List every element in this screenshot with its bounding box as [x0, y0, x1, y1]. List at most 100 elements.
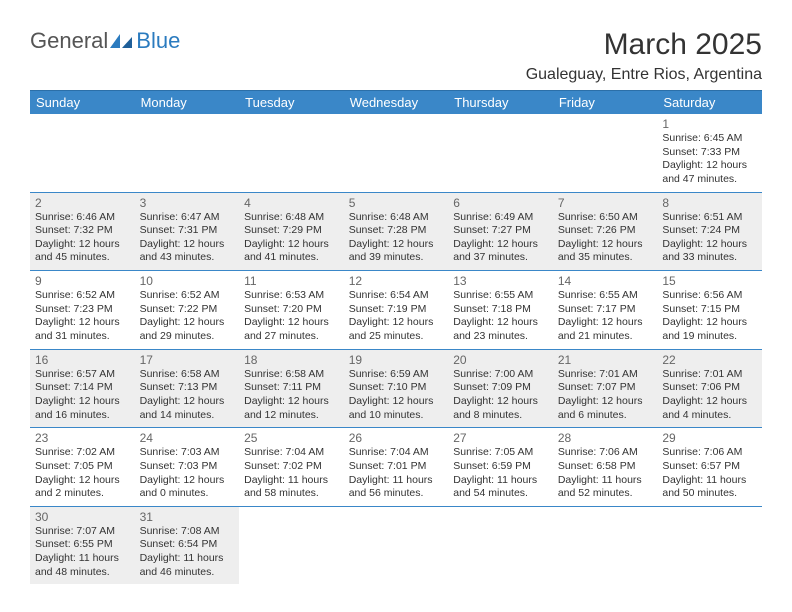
calendar-row: 16Sunrise: 6:57 AMSunset: 7:14 PMDayligh… — [30, 349, 762, 428]
sunrise-text: Sunrise: 6:52 AM — [140, 289, 235, 303]
daylight-text-1: Daylight: 12 hours — [35, 474, 130, 488]
calendar-cell: 11Sunrise: 6:53 AMSunset: 7:20 PMDayligh… — [239, 271, 344, 350]
daylight-text-2: and 14 minutes. — [140, 409, 235, 423]
daylight-text-2: and 25 minutes. — [349, 330, 444, 344]
calendar-cell: 31Sunrise: 7:08 AMSunset: 6:54 PMDayligh… — [135, 506, 240, 584]
sunset-text: Sunset: 7:01 PM — [349, 460, 444, 474]
daylight-text-1: Daylight: 12 hours — [244, 316, 339, 330]
sunset-text: Sunset: 7:31 PM — [140, 224, 235, 238]
sunset-text: Sunset: 7:27 PM — [453, 224, 548, 238]
sunrise-text: Sunrise: 6:57 AM — [35, 368, 130, 382]
sunset-text: Sunset: 6:59 PM — [453, 460, 548, 474]
day-info: Sunrise: 7:07 AMSunset: 6:55 PMDaylight:… — [35, 525, 130, 580]
sunrise-text: Sunrise: 7:06 AM — [662, 446, 757, 460]
calendar-cell: 4Sunrise: 6:48 AMSunset: 7:29 PMDaylight… — [239, 192, 344, 271]
sunrise-text: Sunrise: 6:50 AM — [558, 211, 653, 225]
sunset-text: Sunset: 7:06 PM — [662, 381, 757, 395]
day-info: Sunrise: 7:08 AMSunset: 6:54 PMDaylight:… — [140, 525, 235, 580]
sunrise-text: Sunrise: 7:01 AM — [558, 368, 653, 382]
daylight-text-1: Daylight: 11 hours — [558, 474, 653, 488]
sunrise-text: Sunrise: 6:48 AM — [244, 211, 339, 225]
day-number: 17 — [140, 353, 235, 367]
calendar-cell: 16Sunrise: 6:57 AMSunset: 7:14 PMDayligh… — [30, 349, 135, 428]
calendar-cell — [239, 506, 344, 584]
sunset-text: Sunset: 6:57 PM — [662, 460, 757, 474]
daylight-text-1: Daylight: 12 hours — [35, 238, 130, 252]
sunrise-text: Sunrise: 6:51 AM — [662, 211, 757, 225]
daylight-text-1: Daylight: 12 hours — [558, 238, 653, 252]
daylight-text-1: Daylight: 12 hours — [244, 395, 339, 409]
sunset-text: Sunset: 7:14 PM — [35, 381, 130, 395]
day-number: 18 — [244, 353, 339, 367]
day-info: Sunrise: 7:06 AMSunset: 6:58 PMDaylight:… — [558, 446, 653, 501]
weekday-header: Monday — [135, 91, 240, 115]
calendar-cell: 29Sunrise: 7:06 AMSunset: 6:57 PMDayligh… — [657, 428, 762, 507]
calendar-cell: 1Sunrise: 6:45 AMSunset: 7:33 PMDaylight… — [657, 114, 762, 192]
calendar-row: 1Sunrise: 6:45 AMSunset: 7:33 PMDaylight… — [30, 114, 762, 192]
sunset-text: Sunset: 7:02 PM — [244, 460, 339, 474]
calendar-cell: 20Sunrise: 7:00 AMSunset: 7:09 PMDayligh… — [448, 349, 553, 428]
calendar-table: Sunday Monday Tuesday Wednesday Thursday… — [30, 90, 762, 584]
sunset-text: Sunset: 7:05 PM — [35, 460, 130, 474]
calendar-cell — [135, 114, 240, 192]
sunset-text: Sunset: 7:03 PM — [140, 460, 235, 474]
calendar-cell: 17Sunrise: 6:58 AMSunset: 7:13 PMDayligh… — [135, 349, 240, 428]
daylight-text-2: and 12 minutes. — [244, 409, 339, 423]
day-number: 21 — [558, 353, 653, 367]
day-number: 13 — [453, 274, 548, 288]
daylight-text-1: Daylight: 12 hours — [558, 395, 653, 409]
sunset-text: Sunset: 7:20 PM — [244, 303, 339, 317]
day-info: Sunrise: 6:55 AMSunset: 7:17 PMDaylight:… — [558, 289, 653, 344]
day-info: Sunrise: 6:47 AMSunset: 7:31 PMDaylight:… — [140, 211, 235, 266]
day-number: 20 — [453, 353, 548, 367]
calendar-cell: 22Sunrise: 7:01 AMSunset: 7:06 PMDayligh… — [657, 349, 762, 428]
daylight-text-1: Daylight: 12 hours — [453, 395, 548, 409]
daylight-text-1: Daylight: 11 hours — [35, 552, 130, 566]
day-number: 1 — [662, 117, 757, 131]
sunrise-text: Sunrise: 6:47 AM — [140, 211, 235, 225]
daylight-text-2: and 47 minutes. — [662, 173, 757, 187]
logo-text-general: General — [30, 28, 108, 54]
calendar-cell: 28Sunrise: 7:06 AMSunset: 6:58 PMDayligh… — [553, 428, 658, 507]
calendar-cell: 26Sunrise: 7:04 AMSunset: 7:01 PMDayligh… — [344, 428, 449, 507]
calendar-cell: 18Sunrise: 6:58 AMSunset: 7:11 PMDayligh… — [239, 349, 344, 428]
daylight-text-1: Daylight: 12 hours — [662, 159, 757, 173]
calendar-cell — [448, 506, 553, 584]
day-info: Sunrise: 6:52 AMSunset: 7:22 PMDaylight:… — [140, 289, 235, 344]
sunrise-text: Sunrise: 6:55 AM — [558, 289, 653, 303]
calendar-cell: 9Sunrise: 6:52 AMSunset: 7:23 PMDaylight… — [30, 271, 135, 350]
daylight-text-1: Daylight: 12 hours — [349, 316, 444, 330]
calendar-cell: 6Sunrise: 6:49 AMSunset: 7:27 PMDaylight… — [448, 192, 553, 271]
day-number: 19 — [349, 353, 444, 367]
daylight-text-1: Daylight: 12 hours — [558, 316, 653, 330]
sunset-text: Sunset: 6:54 PM — [140, 538, 235, 552]
day-info: Sunrise: 6:57 AMSunset: 7:14 PMDaylight:… — [35, 368, 130, 423]
sunset-text: Sunset: 7:18 PM — [453, 303, 548, 317]
weekday-row: Sunday Monday Tuesday Wednesday Thursday… — [30, 91, 762, 115]
sunset-text: Sunset: 7:26 PM — [558, 224, 653, 238]
month-title: March 2025 — [526, 28, 762, 62]
day-info: Sunrise: 6:54 AMSunset: 7:19 PMDaylight:… — [349, 289, 444, 344]
calendar-cell — [30, 114, 135, 192]
day-number: 12 — [349, 274, 444, 288]
daylight-text-2: and 6 minutes. — [558, 409, 653, 423]
daylight-text-2: and 35 minutes. — [558, 251, 653, 265]
sunrise-text: Sunrise: 7:07 AM — [35, 525, 130, 539]
sunrise-text: Sunrise: 7:05 AM — [453, 446, 548, 460]
daylight-text-1: Daylight: 11 hours — [140, 552, 235, 566]
daylight-text-1: Daylight: 12 hours — [35, 316, 130, 330]
calendar-cell: 13Sunrise: 6:55 AMSunset: 7:18 PMDayligh… — [448, 271, 553, 350]
calendar-cell: 27Sunrise: 7:05 AMSunset: 6:59 PMDayligh… — [448, 428, 553, 507]
sunset-text: Sunset: 7:17 PM — [558, 303, 653, 317]
sunrise-text: Sunrise: 7:04 AM — [244, 446, 339, 460]
sunrise-text: Sunrise: 6:48 AM — [349, 211, 444, 225]
sunset-text: Sunset: 7:07 PM — [558, 381, 653, 395]
day-number: 11 — [244, 274, 339, 288]
day-number: 7 — [558, 196, 653, 210]
day-info: Sunrise: 6:48 AMSunset: 7:28 PMDaylight:… — [349, 211, 444, 266]
sunset-text: Sunset: 7:19 PM — [349, 303, 444, 317]
day-number: 16 — [35, 353, 130, 367]
day-number: 28 — [558, 431, 653, 445]
calendar-row: 23Sunrise: 7:02 AMSunset: 7:05 PMDayligh… — [30, 428, 762, 507]
calendar-cell — [344, 506, 449, 584]
